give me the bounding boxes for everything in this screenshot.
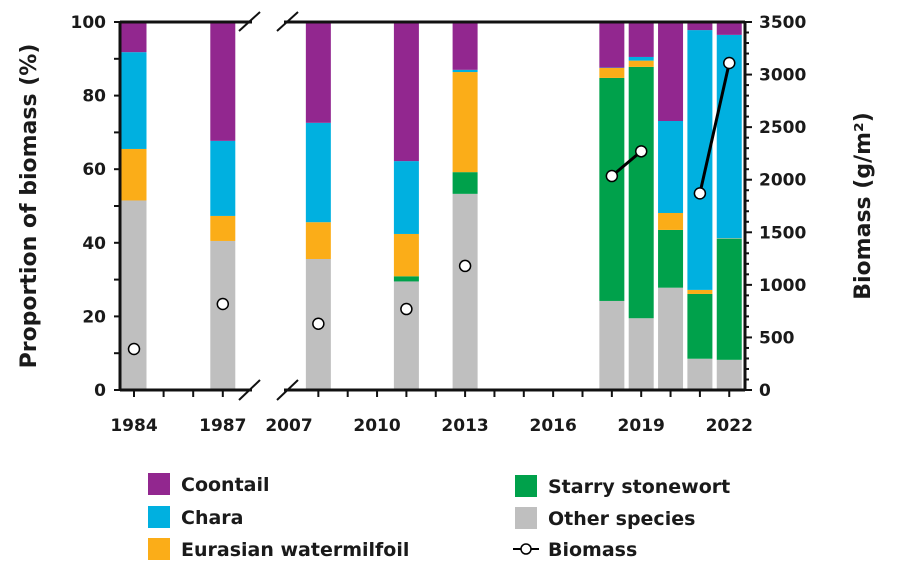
bar-other-species-2021 [687, 359, 712, 390]
y2-tick-label: 500 [759, 328, 795, 348]
y2-axis-label: Biomass (g/m²) [851, 112, 876, 300]
legend-label-coontail: Coontail [181, 474, 270, 496]
y-tick-label: 80 [82, 87, 106, 107]
y-tick-label: 20 [82, 307, 106, 327]
biomass-point-2022 [724, 58, 735, 69]
x-tick-label: 1987 [199, 416, 246, 436]
bar-starry-stonewort-2019 [629, 67, 654, 318]
bar-chara-2008 [306, 123, 331, 222]
legend-swatch-eurasian-watermilfoil [148, 538, 170, 560]
legend-biomass-marker-icon [521, 544, 531, 554]
y2-tick-label: 3500 [759, 13, 806, 33]
bar-coontail-2013 [453, 22, 478, 70]
bar-chara-2013 [453, 70, 478, 72]
bar-other-species-2022 [717, 360, 742, 390]
y2-tick-label: 2000 [759, 171, 806, 191]
biomass-point-2018 [606, 171, 617, 182]
legend-label-other-species: Other species [548, 508, 695, 530]
bar-coontail-1987 [210, 22, 235, 141]
bar-chara-2011 [394, 161, 419, 234]
bar-coontail-2008 [306, 22, 331, 123]
bar-other-species-2019 [629, 318, 654, 390]
bar-chara-1987 [210, 141, 235, 216]
x-tick-label: 1984 [110, 416, 157, 436]
x-tick-label: 2019 [618, 416, 665, 436]
x-tick-label: 2013 [441, 416, 488, 436]
biomass-point-1984 [129, 343, 140, 354]
bar-other-species-1987 [210, 241, 235, 390]
bar-eurasian-watermilfoil-2018 [599, 68, 624, 78]
bar-eurasian-watermilfoil-2021 [687, 290, 712, 294]
bar-eurasian-watermilfoil-2008 [306, 222, 331, 259]
y-tick-label: 0 [94, 381, 106, 401]
legend-label-biomass: Biomass [548, 539, 637, 561]
bar-other-species-1984 [122, 200, 147, 390]
biomass-point-2019 [636, 146, 647, 157]
bar-chara-2020 [658, 121, 683, 213]
bar-eurasian-watermilfoil-1984 [122, 149, 147, 201]
y-tick-label: 40 [82, 234, 106, 254]
x-tick-label: 2010 [353, 416, 400, 436]
y2-tick-label: 0 [759, 381, 771, 401]
biomass-point-2021 [694, 188, 705, 199]
bar-chara-1984 [122, 52, 147, 149]
legend-swatch-coontail [148, 473, 170, 495]
legend-swatch-starry-stonewort [515, 475, 537, 497]
bar-eurasian-watermilfoil-2019 [629, 61, 654, 67]
bar-starry-stonewort-2021 [687, 294, 712, 359]
bar-other-species-2020 [658, 288, 683, 390]
x-tick-label: 2022 [706, 416, 753, 436]
bar-other-species-2013 [453, 194, 478, 390]
bar-coontail-2019 [629, 22, 654, 57]
biomass-point-2011 [401, 304, 412, 315]
bar-other-species-2011 [394, 281, 419, 390]
biomass-point-2013 [460, 260, 471, 271]
legend-label-chara: Chara [181, 507, 243, 529]
bar-eurasian-watermilfoil-2013 [453, 72, 478, 172]
bar-coontail-1984 [122, 22, 147, 52]
bars-layer [122, 22, 742, 390]
bar-other-species-2018 [599, 301, 624, 390]
y2-tick-label: 2500 [759, 118, 806, 138]
bar-coontail-2020 [658, 22, 683, 121]
bar-starry-stonewort-2022 [717, 239, 742, 360]
bar-eurasian-watermilfoil-1987 [210, 216, 235, 241]
x-tick-label: 2007 [265, 416, 312, 436]
y-axis-label: Proportion of biomass (%) [17, 44, 42, 369]
y2-tick-label: 1500 [759, 223, 806, 243]
bar-eurasian-watermilfoil-2011 [394, 234, 419, 276]
bar-starry-stonewort-2013 [453, 172, 478, 194]
bar-starry-stonewort-2020 [658, 230, 683, 288]
y2-tick-label: 3000 [759, 66, 806, 86]
bar-chara-2019 [629, 57, 654, 61]
y-tick-label: 100 [71, 13, 107, 33]
bar-coontail-2022 [717, 22, 742, 35]
bar-eurasian-watermilfoil-2020 [658, 213, 683, 230]
bar-starry-stonewort-2018 [599, 78, 624, 301]
legend-label-eurasian-watermilfoil: Eurasian watermilfoil [181, 539, 409, 561]
legend: Coontail Chara Eurasian watermilfoil Starry… [148, 473, 730, 561]
biomass-point-1987 [217, 298, 228, 309]
y2-tick-label: 1000 [759, 276, 806, 296]
bar-starry-stonewort-2011 [394, 276, 419, 281]
legend-label-starry-stonewort: Starry stonewort [548, 476, 730, 498]
y-tick-label: 60 [82, 160, 106, 180]
legend-swatch-other-species [515, 507, 537, 529]
bar-coontail-2018 [599, 22, 624, 68]
bar-coontail-2011 [394, 22, 419, 161]
legend-swatch-chara [148, 506, 170, 528]
x-tick-label: 2016 [529, 416, 576, 436]
biomass-point-2008 [313, 318, 324, 329]
